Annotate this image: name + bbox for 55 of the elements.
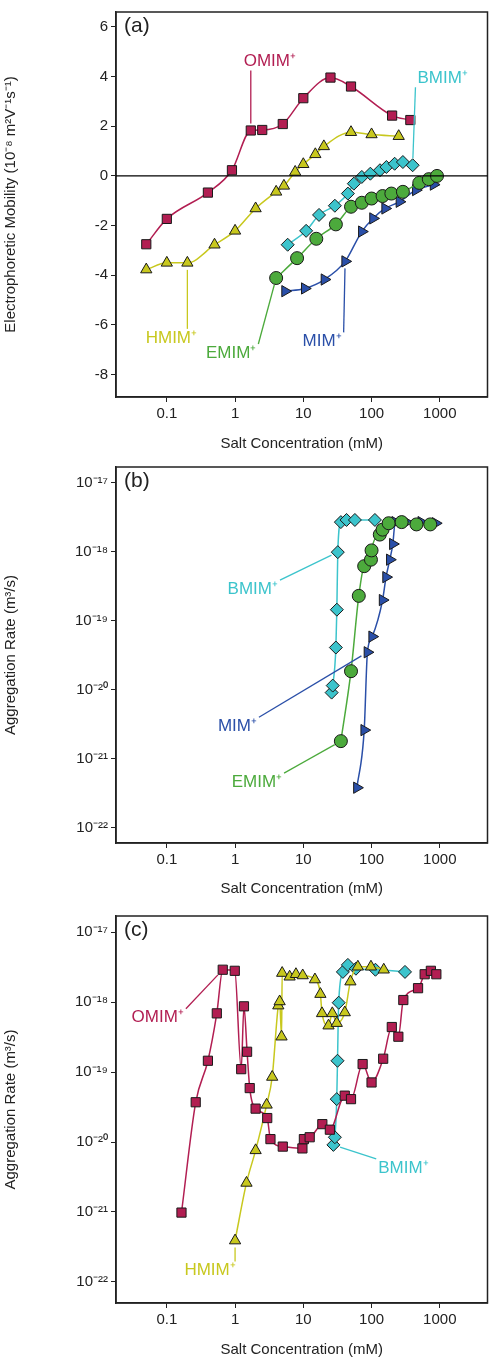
y-tick-label: 10⁻²² [76, 817, 108, 835]
text: MIM⁺ [217, 715, 257, 735]
text: BMIM⁺ [378, 1157, 429, 1177]
y-tick-label: 4 [99, 66, 108, 84]
y-tick-label: 10⁻²² [76, 1272, 108, 1290]
y-tick-label: -2 [94, 215, 108, 233]
text: EMIM⁺ [231, 771, 283, 791]
text: MIM⁺ [302, 331, 342, 351]
x-tick-label: 1000 [423, 1310, 457, 1328]
y-axis-title: Aggregation Rate (m³/s) [1, 574, 19, 736]
y-tick-label: 10⁻¹⁸ [74, 541, 108, 559]
series-label: OMIM⁺ [131, 1007, 184, 1027]
x-tick-label: 0.1 [156, 850, 178, 868]
y-tick-label: 10⁻¹⁸ [74, 992, 108, 1010]
legend-label: HMIM⁺ [184, 1260, 236, 1280]
y-tick-label: 10⁻¹⁹ [74, 610, 108, 628]
y-tick-label: -4 [94, 265, 108, 283]
y-tick-label: 10⁻¹⁷ [75, 473, 108, 491]
x-tick-label: 100 [359, 404, 385, 422]
annotation: (c) [124, 917, 149, 941]
y-tick-label: -8 [94, 364, 108, 382]
x-tick-label: 100 [359, 1310, 385, 1328]
x-tick-label: 10 [294, 1310, 312, 1328]
annotation: (a) [124, 13, 150, 37]
y-tick-label: 0 [99, 166, 108, 184]
series-label: OMIM⁺ [243, 51, 296, 71]
x-tick-label: 100 [359, 850, 385, 868]
x-tick-label: 1 [230, 404, 240, 422]
x-tick-label: 1000 [423, 850, 457, 868]
y-tick-label: 10⁻²⁰ [76, 679, 108, 697]
y-tick-label: 2 [99, 116, 108, 134]
y-axis-title: Electrophoretic Mobility (10⁻⁸ m²V⁻¹s⁻¹) [1, 76, 19, 333]
y-tick-label: 10⁻²¹ [76, 748, 108, 766]
x-tick-label: 0.1 [156, 1310, 178, 1328]
x-tick-label: 10 [294, 404, 312, 422]
text: BMIM⁺ [227, 578, 278, 598]
x-tick-label: 0.1 [156, 404, 178, 422]
x-tick-label: 1000 [423, 404, 457, 422]
y-axis-title: Aggregation Rate (m³/s) [1, 1029, 19, 1190]
x-axis-title: Salt Concentration (mM) [220, 1340, 384, 1358]
x-axis-title: Salt Concentration (mM) [220, 434, 384, 452]
text: BMIM⁺ [417, 67, 468, 87]
y-tick-label: 10⁻²⁰ [76, 1132, 108, 1150]
x-tick-label: 10 [294, 850, 312, 868]
x-tick-label: 1 [230, 1310, 240, 1328]
y-tick-label: -6 [94, 315, 108, 333]
text: HMIM⁺ [145, 327, 198, 347]
y-tick-label: 10⁻¹⁷ [75, 922, 108, 940]
text: EMIM⁺ [205, 342, 257, 362]
y-tick-label: 10⁻¹⁹ [74, 1062, 108, 1080]
x-axis-title: Salt Concentration (mM) [220, 879, 384, 897]
x-tick-label: 1 [230, 850, 240, 868]
y-tick-label: 6 [99, 17, 108, 35]
annotation: (b) [124, 468, 150, 492]
y-tick-label: 10⁻²¹ [76, 1202, 108, 1220]
